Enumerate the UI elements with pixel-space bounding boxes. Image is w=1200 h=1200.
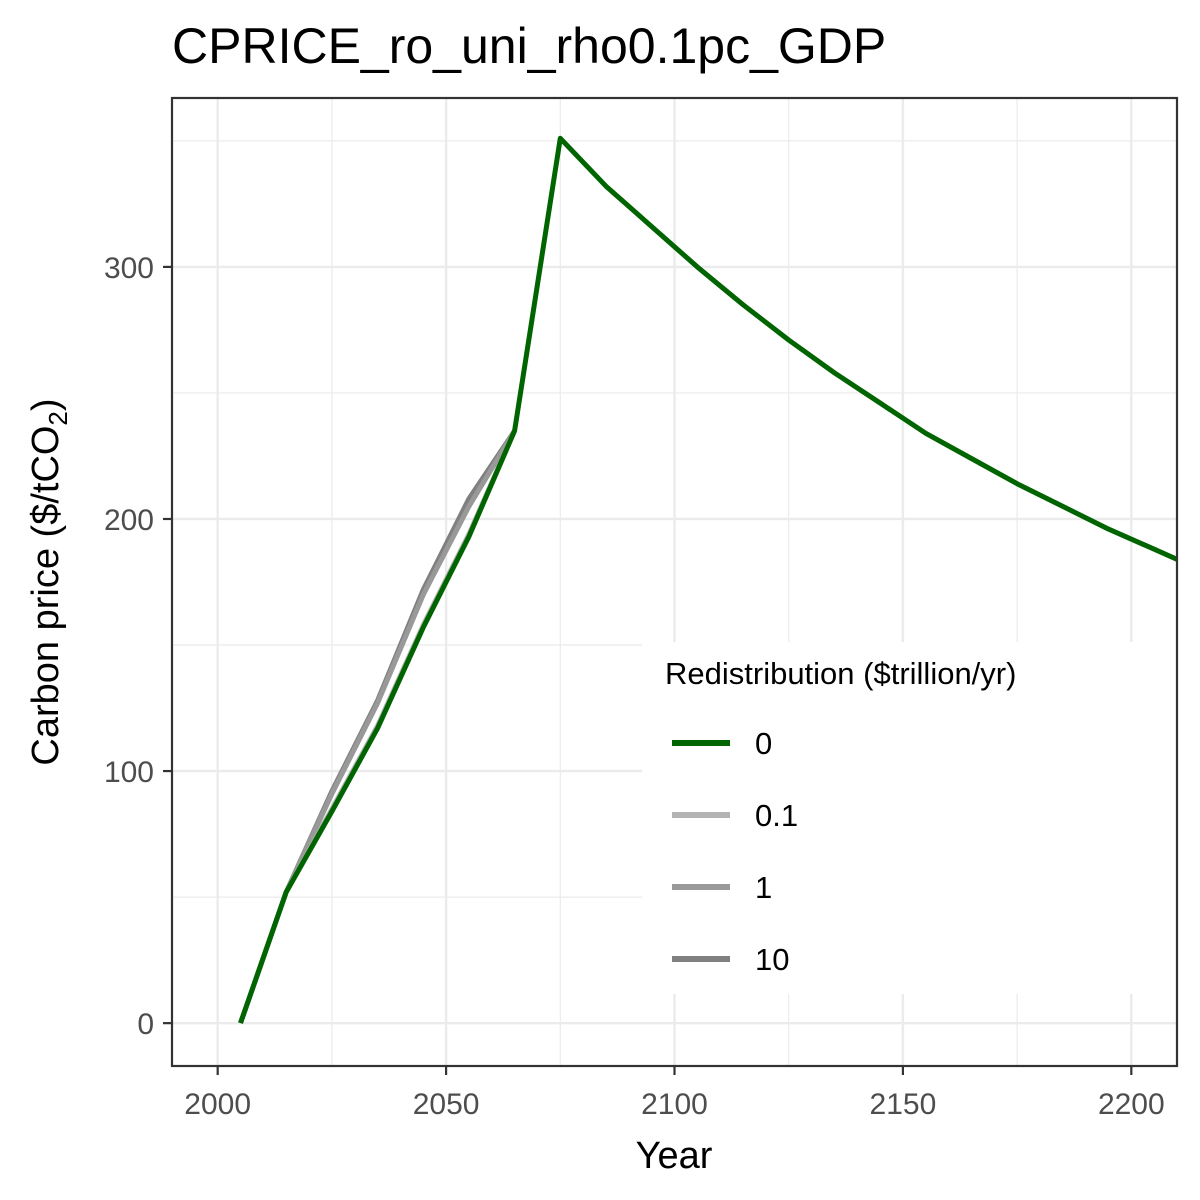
chart-title: CPRICE_ro_uni_rho0.1pc_GDP bbox=[172, 18, 886, 74]
x-axis: 2000 2050 2100 2150 2200 bbox=[184, 1066, 1165, 1121]
legend-label: 1 bbox=[755, 870, 772, 905]
legend-label: 10 bbox=[755, 942, 789, 977]
series-layer bbox=[238, 135, 1177, 1024]
series-line-0 bbox=[238, 135, 1177, 1024]
y-axis-title-subscript: 2 bbox=[43, 411, 73, 425]
y-tick-label: 0 bbox=[137, 1008, 154, 1041]
y-tick-label: 100 bbox=[104, 756, 154, 789]
y-axis: 0 100 200 300 bbox=[104, 252, 172, 1041]
legend-title: Redistribution ($trillion/yr) bbox=[665, 656, 1016, 691]
y-axis-title: Carbon price ($/tCO2) bbox=[25, 398, 73, 765]
x-axis-title: Year bbox=[636, 1135, 713, 1177]
legend-label: 0 bbox=[755, 726, 772, 761]
y-axis-title-end: ) bbox=[25, 398, 67, 411]
x-tick-label: 2200 bbox=[1098, 1088, 1165, 1121]
y-axis-title-main: Carbon price ($/tCO bbox=[25, 426, 67, 766]
y-tick-label: 300 bbox=[104, 252, 154, 285]
legend-label: 0.1 bbox=[755, 798, 798, 833]
x-tick-label: 2100 bbox=[641, 1088, 708, 1121]
legend-items: 0 0.1 1 10 bbox=[672, 726, 798, 977]
x-tick-label: 2000 bbox=[184, 1088, 251, 1121]
x-tick-label: 2150 bbox=[870, 1088, 937, 1121]
legend-box bbox=[642, 642, 1176, 994]
x-tick-label: 2050 bbox=[413, 1088, 480, 1121]
y-tick-label: 200 bbox=[104, 504, 154, 537]
